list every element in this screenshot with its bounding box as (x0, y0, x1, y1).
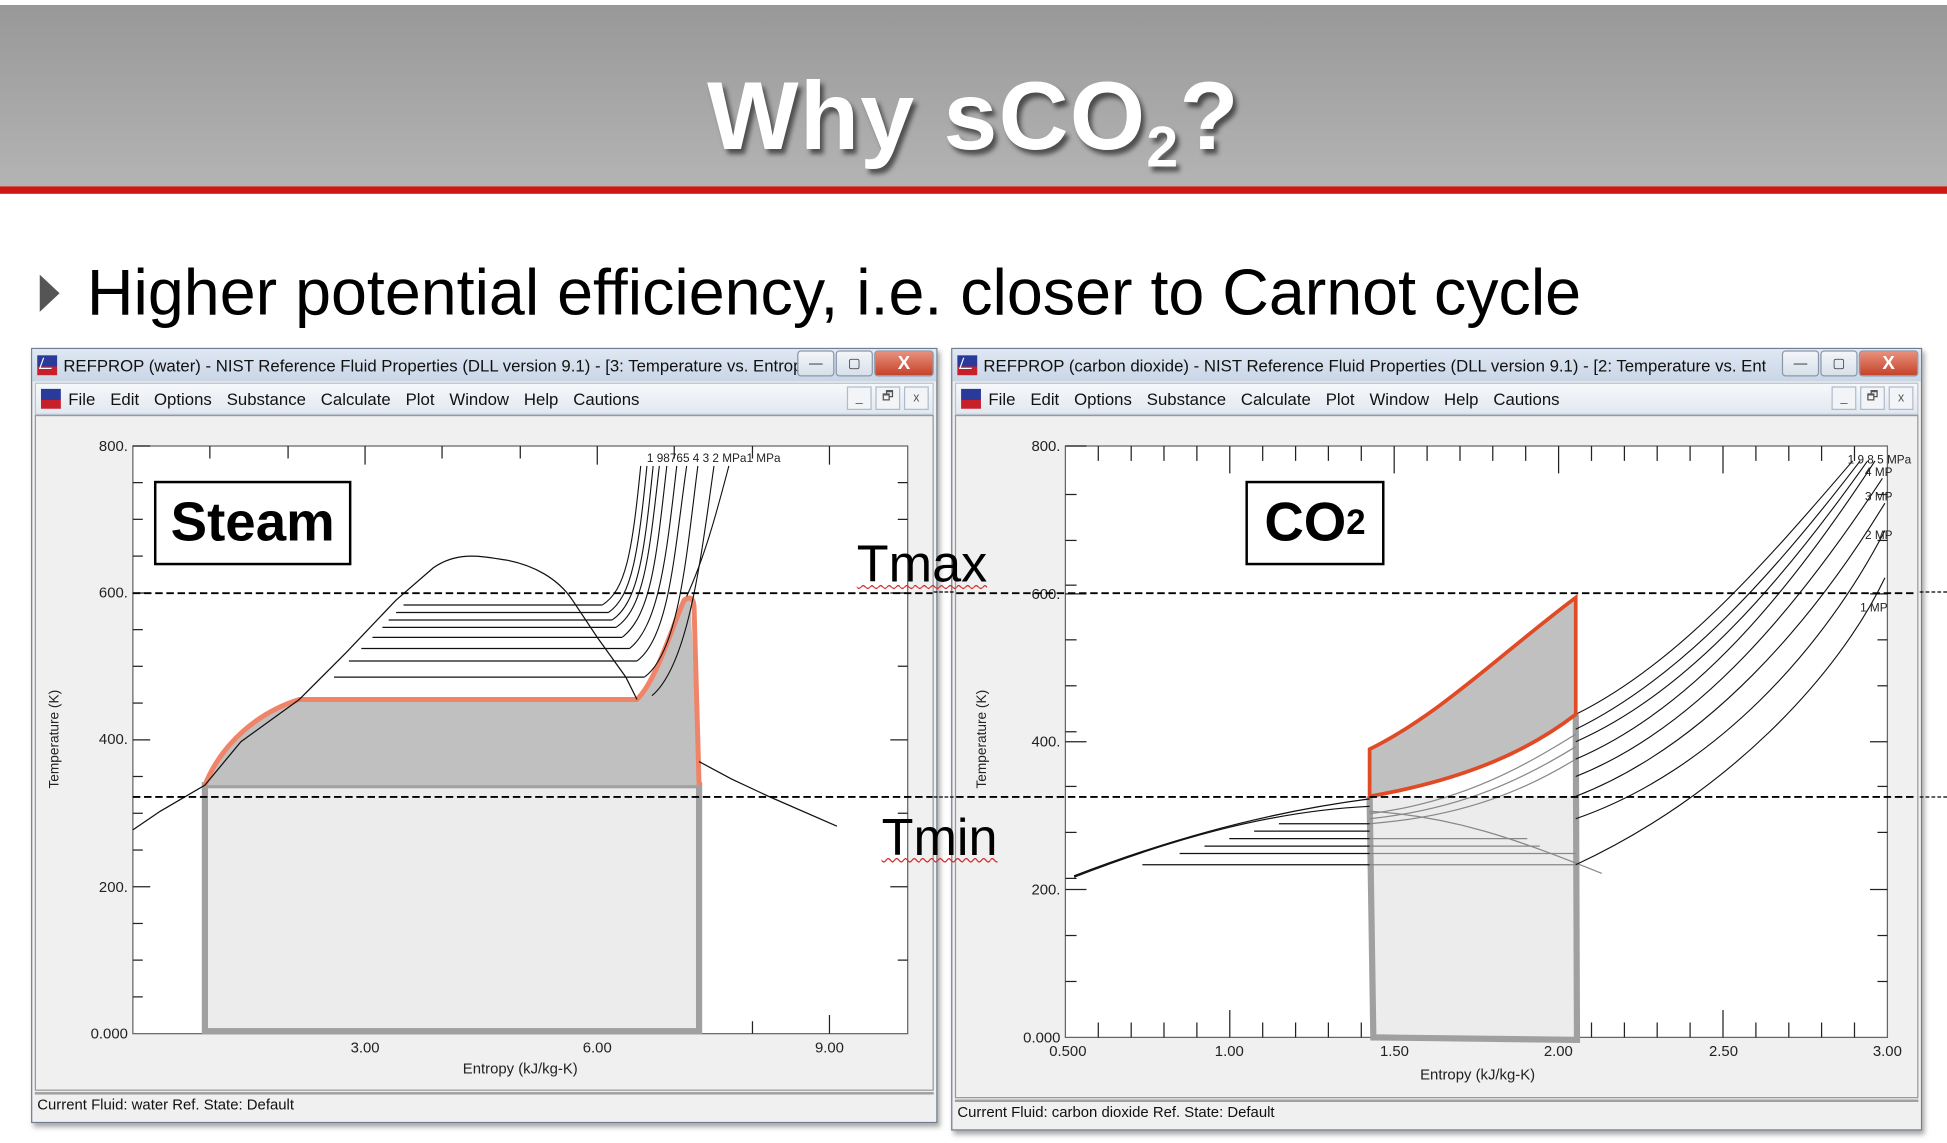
window-title: REFPROP (water) - NIST Reference Fluid P… (63, 355, 809, 375)
svg-text:2.00: 2.00 (1544, 1044, 1573, 1060)
menu-substance[interactable]: Substance (1146, 389, 1227, 409)
mdi-minimize-button[interactable]: _ (846, 386, 872, 410)
svg-text:1 9 8 5 MPa: 1 9 8 5 MPa (1848, 453, 1912, 466)
title-rule (0, 186, 1947, 194)
menu-calculate[interactable]: Calculate (1240, 389, 1311, 409)
svg-text:Temperature (K): Temperature (K) (974, 690, 989, 789)
window-titlebar[interactable]: REFPROP (water) - NIST Reference Fluid P… (32, 349, 937, 382)
menu-file[interactable]: File (988, 389, 1016, 409)
svg-text:400.: 400. (99, 732, 128, 748)
svg-text:1.50: 1.50 (1380, 1044, 1409, 1060)
refprop-window-water[interactable]: REFPROP (water) - NIST Reference Fluid P… (31, 347, 938, 1124)
svg-text:0.000: 0.000 (1023, 1030, 1060, 1046)
window-title: REFPROP (carbon dioxide) - NIST Referenc… (983, 355, 1766, 375)
svg-text:800.: 800. (99, 439, 128, 455)
menu-help[interactable]: Help (1444, 389, 1479, 409)
svg-text:3.00: 3.00 (351, 1040, 380, 1056)
menu-options[interactable]: Options (1074, 389, 1132, 409)
fluid-label-steam: Steam (153, 480, 352, 566)
svg-text:200.: 200. (1031, 883, 1060, 899)
slide-title: Why sCO2? (707, 60, 1240, 179)
tmax-label: Tmax (856, 534, 988, 593)
svg-text:9.00: 9.00 (815, 1040, 844, 1056)
refprop-window-co2[interactable]: REFPROP (carbon dioxide) - NIST Referenc… (951, 347, 1923, 1131)
svg-text:400.: 400. (1031, 735, 1060, 751)
menu-substance[interactable]: Substance (226, 389, 306, 409)
window-minimize-button[interactable]: — (1781, 350, 1820, 377)
window-minimize-button[interactable]: — (797, 350, 835, 377)
menu-help[interactable]: Help (523, 389, 559, 409)
menu-file[interactable]: File (68, 389, 96, 409)
svg-text:1.00: 1.00 (1215, 1044, 1244, 1060)
nist-doc-icon[interactable] (961, 388, 981, 409)
window-titlebar[interactable]: REFPROP (carbon dioxide) - NIST Referenc… (952, 349, 1921, 382)
nist-doc-icon[interactable] (40, 388, 61, 409)
mdi-restore-button[interactable]: 🗗 (875, 386, 901, 410)
svg-text:2.50: 2.50 (1709, 1044, 1738, 1060)
ts-plot-co2: 800. 600. 400. 200. 0.000 0.500 1.00 1.50 2.0… (954, 414, 1919, 1099)
svg-text:600.: 600. (99, 586, 128, 602)
menu-edit[interactable]: Edit (110, 389, 140, 409)
ts-plot-water: 800. 600. 400. 200. 0.000 3.00 6.00 9.00 Entr… (34, 414, 934, 1091)
mdi-restore-button[interactable]: 🗗 (1860, 386, 1885, 410)
svg-text:800.: 800. (1031, 439, 1060, 455)
menu-bar: File Edit Options Substance Calculate Pl… (34, 382, 934, 415)
tmin-label: Tmin (881, 807, 998, 866)
status-bar: Current Fluid: carbon dioxide Ref. State… (954, 1099, 1919, 1122)
ts-chart-co2: 800. 600. 400. 200. 0.000 0.500 1.00 1.50 2.0… (956, 439, 1918, 1084)
svg-text:200.: 200. (99, 880, 128, 896)
menu-cautions[interactable]: Cautions (573, 389, 640, 409)
gap-tmin-line (933, 796, 954, 798)
svg-text:600.: 600. (1031, 587, 1060, 603)
tmin-reference-line (1919, 796, 1947, 798)
svg-text:Entropy (kJ/kg-K): Entropy (kJ/kg-K) (1420, 1068, 1535, 1084)
nist-app-icon (37, 355, 58, 376)
svg-text:3.00: 3.00 (1873, 1044, 1902, 1060)
fluid-label-co2: CO 2 (1245, 480, 1385, 566)
menu-options[interactable]: Options (154, 389, 212, 409)
svg-text:Entropy (kJ/kg-K): Entropy (kJ/kg-K) (463, 1061, 578, 1077)
menu-plot[interactable]: Plot (405, 389, 435, 409)
window-maximize-button[interactable]: ▢ (835, 350, 873, 377)
gap-tmax-line (933, 591, 954, 593)
status-bar: Current Fluid: water Ref. State: Default (34, 1092, 934, 1114)
svg-text:Temperature (K): Temperature (K) (46, 690, 61, 789)
menu-calculate[interactable]: Calculate (320, 389, 391, 409)
svg-text:2 MP: 2 MP (1865, 529, 1893, 542)
menu-edit[interactable]: Edit (1030, 389, 1060, 409)
svg-text:1 MP: 1 MP (1860, 601, 1888, 614)
bullet-point: Higher potential efficiency, i.e. closer… (39, 253, 1582, 333)
menu-window[interactable]: Window (1369, 389, 1430, 409)
bullet-text: Higher potential efficiency, i.e. closer… (86, 257, 1582, 330)
title-banner (0, 4, 1947, 187)
svg-text:0.500: 0.500 (1049, 1044, 1086, 1060)
nist-app-icon (957, 355, 978, 376)
svg-text:3 MP: 3 MP (1865, 491, 1893, 504)
menu-cautions[interactable]: Cautions (1493, 389, 1560, 409)
bullet-arrow-icon (39, 274, 60, 312)
mdi-close-button[interactable]: x (1888, 386, 1914, 410)
window-maximize-button[interactable]: ▢ (1820, 350, 1858, 377)
window-close-button[interactable]: X (1858, 350, 1919, 377)
svg-text:6.00: 6.00 (583, 1040, 612, 1056)
svg-text:1 98765 4 3 2 MPa1 MPa: 1 98765 4 3 2 MPa1 MPa (647, 452, 781, 465)
menu-window[interactable]: Window (449, 389, 510, 409)
mdi-close-button[interactable]: x (903, 386, 929, 410)
mdi-minimize-button[interactable]: _ (1831, 386, 1857, 410)
svg-text:4 MP: 4 MP (1865, 466, 1893, 479)
tmax-reference-line (1919, 591, 1947, 593)
menu-bar: File Edit Options Substance Calculate Pl… (954, 382, 1919, 415)
menu-plot[interactable]: Plot (1325, 389, 1355, 409)
window-close-button[interactable]: X (874, 350, 934, 377)
svg-text:0.000: 0.000 (91, 1027, 128, 1043)
